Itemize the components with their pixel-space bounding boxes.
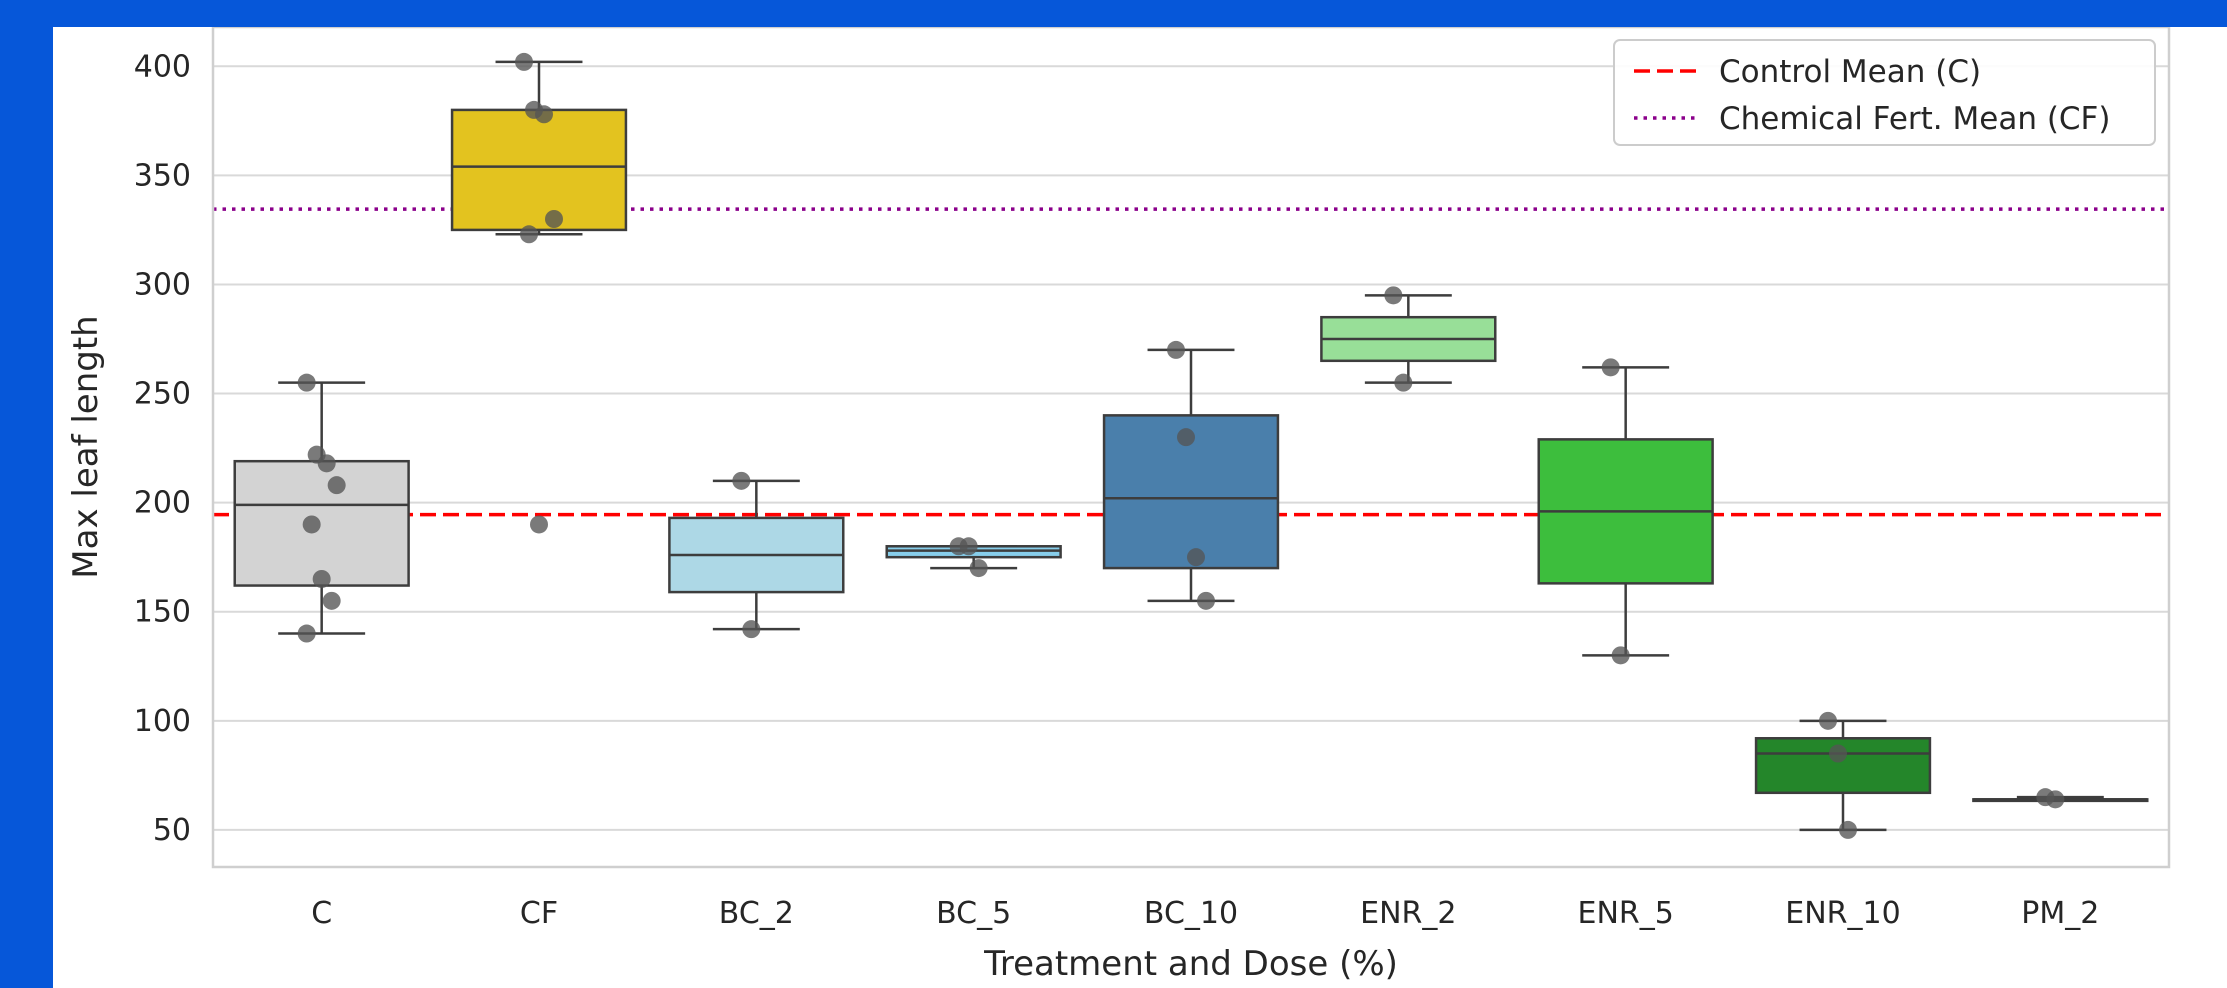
data-point bbox=[959, 537, 978, 556]
data-point bbox=[1611, 646, 1630, 665]
x-tick-label-cf: CF bbox=[520, 896, 558, 931]
x-tick-label-enr-10: ENR_10 bbox=[1785, 896, 1900, 931]
legend: Control Mean (C) Chemical Fert. Mean (CF) bbox=[1613, 39, 2156, 146]
y-tick-label-250: 250 bbox=[134, 377, 191, 412]
data-point bbox=[535, 105, 553, 124]
x-tick-label-bc-2: BC_2 bbox=[719, 896, 794, 931]
data-point bbox=[520, 225, 538, 244]
box-bc-2 bbox=[668, 479, 845, 631]
data-point bbox=[2046, 790, 2065, 809]
data-point bbox=[515, 52, 533, 71]
y-tick-label-100: 100 bbox=[134, 704, 191, 739]
data-points bbox=[297, 52, 2065, 839]
axes: 50 100 150 200 250 300 350 400 C CF BC_2 BC_5 BC_10 E… bbox=[66, 27, 2171, 984]
y-tick-label-400: 400 bbox=[134, 49, 191, 84]
legend-label-control-mean: Control Mean (C) bbox=[1719, 54, 1981, 90]
y-tick-label-50: 50 bbox=[153, 813, 191, 848]
box-c bbox=[233, 381, 410, 635]
y-tick-label-150: 150 bbox=[134, 595, 191, 630]
box-enr-2 bbox=[1320, 294, 1497, 384]
data-point bbox=[1187, 548, 1205, 567]
box-enr-10 bbox=[1754, 719, 1932, 832]
x-tick-label-c: C bbox=[311, 896, 332, 931]
data-point bbox=[1829, 744, 1847, 763]
x-tick-label-enr-2: ENR_2 bbox=[1360, 896, 1456, 931]
data-point bbox=[1394, 373, 1413, 392]
data-point bbox=[732, 471, 751, 490]
x-tick-label-pm-2: PM_2 bbox=[2021, 896, 2099, 931]
x-tick-label-enr-5: ENR_5 bbox=[1578, 896, 1674, 931]
y-tick-label-300: 300 bbox=[134, 267, 191, 302]
x-tick-label-bc-10: BC_10 bbox=[1144, 896, 1238, 931]
data-point bbox=[530, 515, 548, 534]
data-point bbox=[302, 515, 321, 534]
box-enr-5 bbox=[1537, 366, 1714, 657]
plot-border bbox=[211, 27, 2171, 869]
data-point bbox=[1839, 820, 1857, 839]
data-point bbox=[1819, 711, 1837, 730]
chart-frame: 50 100 150 200 250 300 350 400 C CF BC_2 BC_5 BC_10 E… bbox=[53, 27, 2227, 988]
y-tick-label-350: 350 bbox=[134, 158, 191, 193]
x-tick-label-bc-5: BC_5 bbox=[936, 896, 1011, 931]
data-point bbox=[1384, 286, 1403, 305]
data-point bbox=[297, 624, 316, 643]
y-tick-label-200: 200 bbox=[134, 486, 191, 521]
box-cf bbox=[450, 60, 628, 236]
x-axis-label: Treatment and Dose (%) bbox=[983, 944, 1398, 984]
data-point bbox=[317, 454, 336, 473]
data-point bbox=[1601, 358, 1620, 377]
data-point bbox=[742, 620, 761, 639]
data-point bbox=[327, 476, 346, 495]
data-point bbox=[545, 210, 563, 228]
data-point bbox=[297, 373, 316, 392]
boxes bbox=[233, 60, 2149, 832]
data-point bbox=[312, 570, 331, 588]
legend-box bbox=[1613, 39, 2156, 146]
data-point bbox=[969, 559, 988, 578]
data-point bbox=[1177, 428, 1195, 447]
y-axis-label: Max leaf length bbox=[66, 315, 106, 578]
data-point bbox=[322, 591, 341, 610]
box-rect bbox=[450, 108, 628, 232]
data-point bbox=[1197, 591, 1215, 610]
data-point bbox=[1167, 340, 1185, 359]
box-plot-chart: 50 100 150 200 250 300 350 400 C CF BC_2 BC_5 BC_10 E… bbox=[66, 27, 2171, 984]
legend-label-chemical-fert-mean: Chemical Fert. Mean (CF) bbox=[1719, 101, 2110, 137]
box-rect bbox=[233, 459, 410, 587]
